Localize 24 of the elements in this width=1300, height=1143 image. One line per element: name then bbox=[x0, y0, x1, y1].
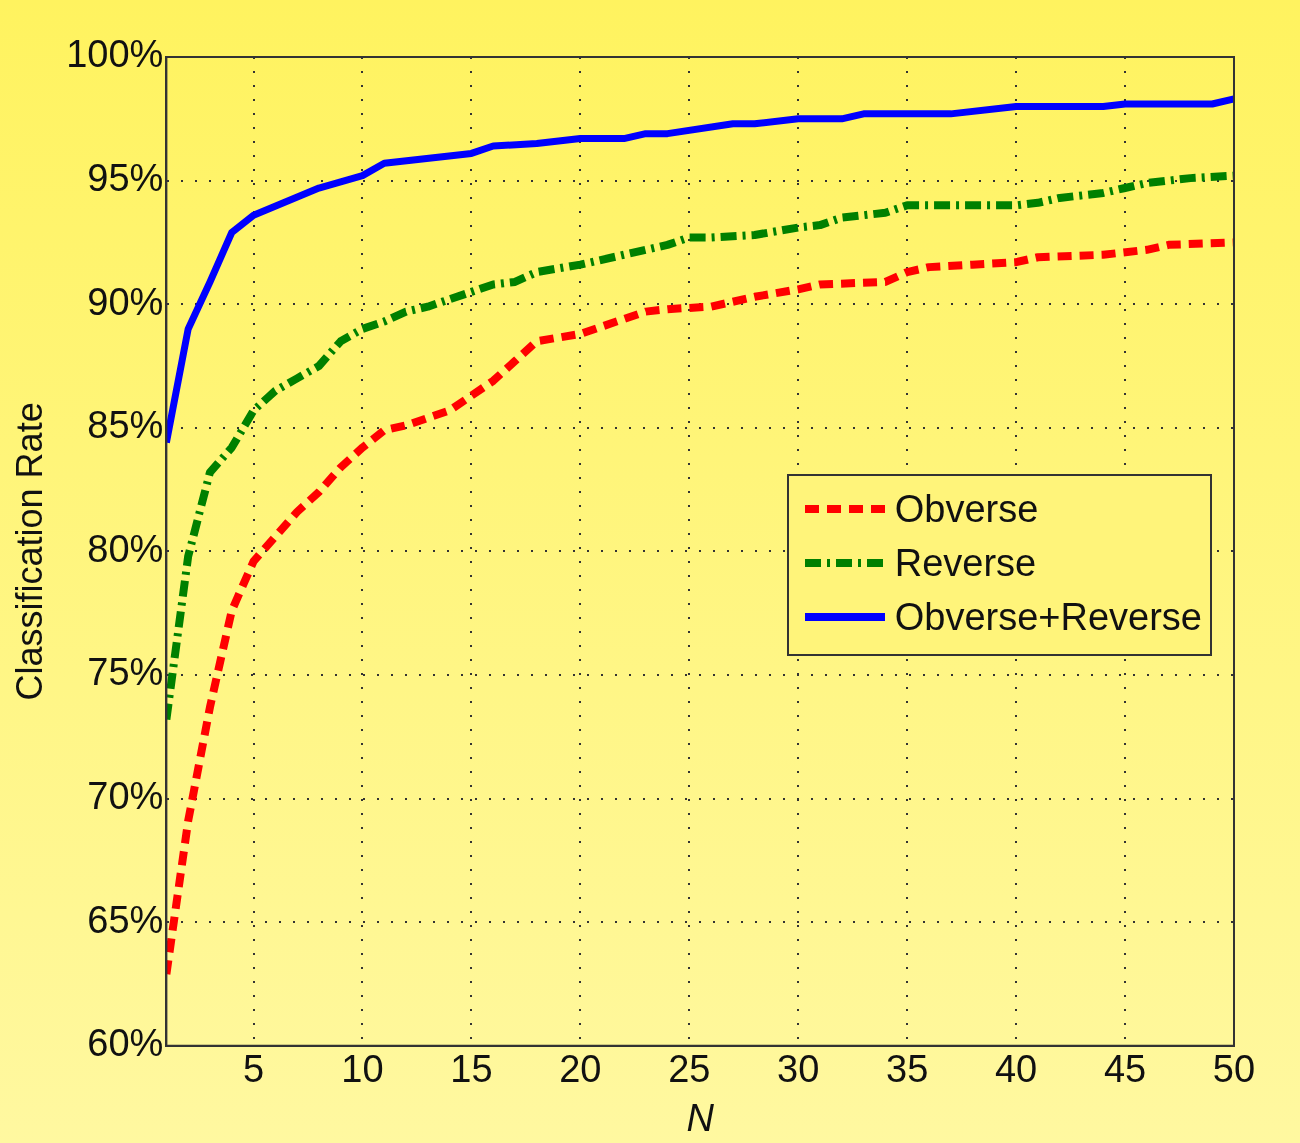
x-tick-label: 20 bbox=[559, 1048, 602, 1091]
x-tick-label: 35 bbox=[886, 1048, 929, 1091]
x-tick-label: 30 bbox=[777, 1048, 820, 1091]
x-tick-label: 10 bbox=[341, 1048, 384, 1091]
legend-label: Obverse bbox=[894, 487, 1039, 531]
x-axis-title: N bbox=[686, 1096, 715, 1139]
y-tick-label: 65% bbox=[87, 898, 164, 941]
x-tick-label: 40 bbox=[994, 1048, 1038, 1091]
x-tick-label: 15 bbox=[450, 1048, 493, 1091]
x-tick-label: 50 bbox=[1212, 1048, 1256, 1091]
legend-label: Reverse bbox=[894, 541, 1037, 585]
y-tick-label: 90% bbox=[87, 280, 164, 323]
x-tick-label: 25 bbox=[668, 1048, 711, 1091]
x-tick-label: 45 bbox=[1103, 1048, 1147, 1091]
y-tick-label: 80% bbox=[87, 527, 164, 570]
x-tick-label: 5 bbox=[242, 1048, 265, 1091]
y-tick-label: 60% bbox=[87, 1022, 164, 1065]
y-tick-label: 100% bbox=[66, 33, 164, 76]
legend-label: Obverse+Reverse bbox=[894, 595, 1202, 639]
y-tick-label: 95% bbox=[87, 157, 164, 200]
y-tick-label: 75% bbox=[87, 651, 164, 694]
y-axis-title: Classification Rate bbox=[8, 402, 50, 701]
y-tick-label: 85% bbox=[87, 404, 164, 447]
y-tick-label: 70% bbox=[87, 775, 164, 818]
